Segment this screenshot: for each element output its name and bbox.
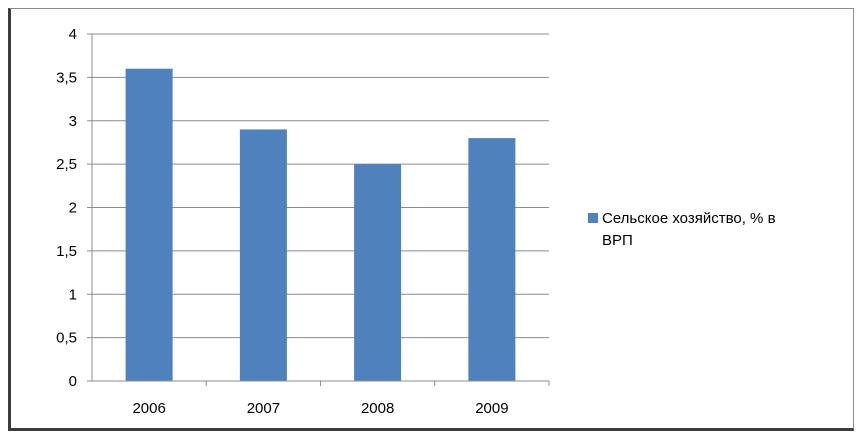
y-tick-label: 0,5 [56, 330, 77, 347]
bars [125, 68, 516, 381]
chart-frame: 0 0,5 1 1,5 2 2,5 3 3,5 4 2006 2007 2008 2009 Сельс… [8, 8, 854, 431]
y-tick-labels: 0 0,5 1 1,5 2 2,5 3 3,5 4 [56, 26, 92, 390]
bar-2008 [354, 164, 402, 381]
legend-swatch [588, 213, 598, 223]
y-tick-label: 2,5 [56, 156, 77, 173]
y-tick-label: 1,5 [56, 243, 77, 260]
x-tick-label: 2006 [132, 400, 165, 417]
legend: Сельское хозяйство, % в ВРП [588, 210, 776, 249]
bar-2009 [468, 138, 516, 381]
y-tick-label: 2 [69, 200, 77, 217]
x-tick-label: 2008 [361, 400, 394, 417]
x-tick-label: 2007 [247, 400, 280, 417]
bar-2006 [125, 68, 173, 381]
x-tick-labels: 2006 2007 2008 2009 [132, 381, 550, 417]
legend-label-line1: Сельское хозяйство, % в [602, 210, 776, 227]
bar-chart: 0 0,5 1 1,5 2 2,5 3 3,5 4 2006 2007 2008 2009 Сельс… [56, 26, 776, 417]
y-tick-label: 1 [69, 286, 77, 303]
y-tick-label: 0 [69, 373, 77, 390]
bar-2007 [239, 129, 287, 381]
legend-label-line2: ВРП [602, 232, 633, 249]
x-tick-label: 2009 [475, 400, 508, 417]
y-tick-label: 3,5 [56, 69, 77, 86]
y-tick-label: 3 [69, 113, 77, 130]
y-tick-label: 4 [69, 26, 77, 43]
